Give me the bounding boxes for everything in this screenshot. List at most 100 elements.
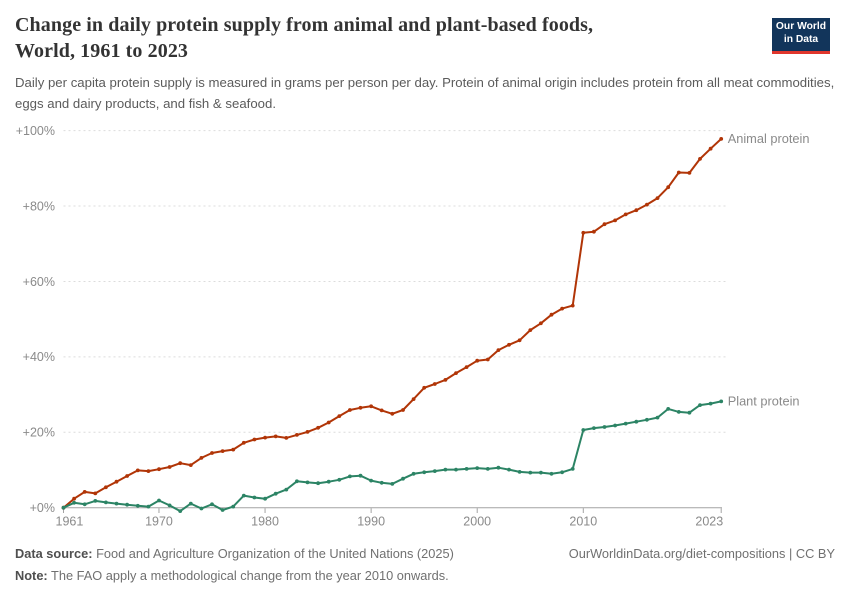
series-point-animal-protein[interactable] [517, 338, 522, 343]
series-point-plant-protein[interactable] [581, 428, 586, 432]
line-chart-plot-area[interactable]: +0% +20% +40% +60% +80% +100% 1961 1970 1980 1990… [0, 0, 850, 540]
series-point-animal-protein[interactable] [199, 456, 204, 460]
series-point-animal-protein[interactable] [560, 306, 564, 311]
series-point-plant-protein[interactable] [146, 504, 151, 509]
series-point-animal-protein[interactable] [369, 404, 373, 409]
series-point-animal-protein[interactable] [326, 420, 331, 425]
series-point-plant-protein[interactable] [284, 487, 289, 492]
series-point-plant-protein[interactable] [220, 508, 225, 512]
series-point-animal-protein[interactable] [443, 378, 448, 382]
series-point-animal-protein[interactable] [220, 449, 225, 453]
series-point-plant-protein[interactable] [316, 481, 320, 486]
owid-logo[interactable]: Our World in Data [772, 18, 830, 54]
series-point-animal-protein[interactable] [358, 405, 363, 410]
series-point-animal-protein[interactable] [188, 463, 193, 467]
series-point-animal-protein[interactable] [454, 371, 458, 375]
series-point-plant-protein[interactable] [326, 479, 331, 484]
series-point-animal-protein[interactable] [634, 208, 639, 213]
series-point-animal-protein[interactable] [432, 382, 437, 386]
series-point-plant-protein[interactable] [178, 509, 183, 513]
series-point-plant-protein[interactable] [93, 499, 98, 503]
series-point-plant-protein[interactable] [613, 423, 617, 428]
series-point-plant-protein[interactable] [666, 407, 671, 411]
series-point-animal-protein[interactable] [602, 222, 607, 227]
series-point-plant-protein[interactable] [72, 500, 76, 505]
series-point-animal-protein[interactable] [411, 397, 416, 401]
series-point-plant-protein[interactable] [348, 474, 352, 479]
series-point-animal-protein[interactable] [613, 218, 617, 223]
series-point-animal-protein[interactable] [539, 321, 543, 326]
series-label-plant-protein[interactable]: Plant protein [728, 394, 800, 409]
series-point-plant-protein[interactable] [379, 480, 384, 485]
series-point-animal-protein[interactable] [125, 474, 129, 478]
series-line-animal-protein[interactable] [62, 137, 723, 509]
series-point-animal-protein[interactable] [687, 171, 692, 175]
series-point-animal-protein[interactable] [348, 408, 352, 412]
series-point-animal-protein[interactable] [581, 230, 586, 235]
series-point-plant-protein[interactable] [687, 410, 692, 415]
series-point-plant-protein[interactable] [602, 425, 607, 429]
series-point-plant-protein[interactable] [592, 426, 596, 430]
series-point-plant-protein[interactable] [432, 469, 437, 473]
series-point-animal-protein[interactable] [337, 414, 342, 418]
series-point-plant-protein[interactable] [549, 471, 554, 476]
series-point-animal-protein[interactable] [72, 496, 76, 501]
series-point-animal-protein[interactable] [210, 451, 214, 455]
series-point-animal-protein[interactable] [623, 212, 628, 217]
series-point-animal-protein[interactable] [698, 157, 702, 161]
series-point-plant-protein[interactable] [708, 401, 713, 406]
series-point-animal-protein[interactable] [157, 467, 161, 472]
series-point-plant-protein[interactable] [135, 503, 140, 508]
series-point-plant-protein[interactable] [507, 467, 511, 472]
series-point-animal-protein[interactable] [241, 440, 246, 445]
series-line-plant-protein[interactable] [62, 400, 723, 513]
series-point-animal-protein[interactable] [666, 185, 671, 190]
series-point-plant-protein[interactable] [210, 502, 214, 507]
series-point-animal-protein[interactable] [464, 365, 469, 369]
series-point-plant-protein[interactable] [485, 467, 490, 471]
series-point-plant-protein[interactable] [698, 403, 702, 407]
series-point-plant-protein[interactable] [719, 399, 724, 404]
series-point-plant-protein[interactable] [570, 467, 575, 471]
series-point-plant-protein[interactable] [157, 498, 161, 503]
series-point-animal-protein[interactable] [708, 146, 713, 151]
series-point-animal-protein[interactable] [316, 425, 320, 430]
series-point-plant-protein[interactable] [645, 417, 649, 422]
series-point-plant-protein[interactable] [560, 470, 564, 475]
series-point-plant-protein[interactable] [188, 501, 193, 506]
series-point-animal-protein[interactable] [496, 348, 501, 352]
series-point-animal-protein[interactable] [645, 202, 649, 207]
series-point-plant-protein[interactable] [634, 419, 639, 424]
series-point-animal-protein[interactable] [252, 437, 257, 442]
series-point-plant-protein[interactable] [655, 415, 660, 420]
series-point-plant-protein[interactable] [528, 470, 533, 475]
series-point-plant-protein[interactable] [422, 470, 427, 475]
series-point-animal-protein[interactable] [528, 328, 533, 332]
series-point-animal-protein[interactable] [93, 491, 98, 496]
series-point-animal-protein[interactable] [475, 358, 480, 363]
series-point-animal-protein[interactable] [485, 357, 490, 362]
series-point-animal-protein[interactable] [135, 468, 140, 473]
series-point-plant-protein[interactable] [167, 503, 172, 508]
series-point-animal-protein[interactable] [549, 312, 554, 317]
series-point-animal-protein[interactable] [401, 408, 405, 412]
series-point-plant-protein[interactable] [676, 410, 681, 414]
series-point-animal-protein[interactable] [178, 461, 183, 466]
series-point-plant-protein[interactable] [358, 473, 363, 478]
series-point-plant-protein[interactable] [199, 506, 204, 511]
series-point-animal-protein[interactable] [231, 447, 236, 452]
series-point-plant-protein[interactable] [369, 478, 373, 483]
series-point-animal-protein[interactable] [284, 436, 289, 440]
series-point-animal-protein[interactable] [676, 170, 681, 175]
series-point-plant-protein[interactable] [61, 505, 66, 510]
series-point-animal-protein[interactable] [507, 342, 511, 347]
series-point-plant-protein[interactable] [125, 502, 129, 507]
series-point-animal-protein[interactable] [167, 465, 172, 469]
series-point-plant-protein[interactable] [273, 491, 278, 496]
series-point-animal-protein[interactable] [422, 385, 427, 390]
series-point-animal-protein[interactable] [305, 430, 310, 434]
series-label-animal-protein[interactable]: Animal protein [728, 131, 810, 146]
series-point-animal-protein[interactable] [655, 196, 660, 201]
series-point-animal-protein[interactable] [592, 229, 596, 234]
series-point-plant-protein[interactable] [475, 466, 480, 470]
